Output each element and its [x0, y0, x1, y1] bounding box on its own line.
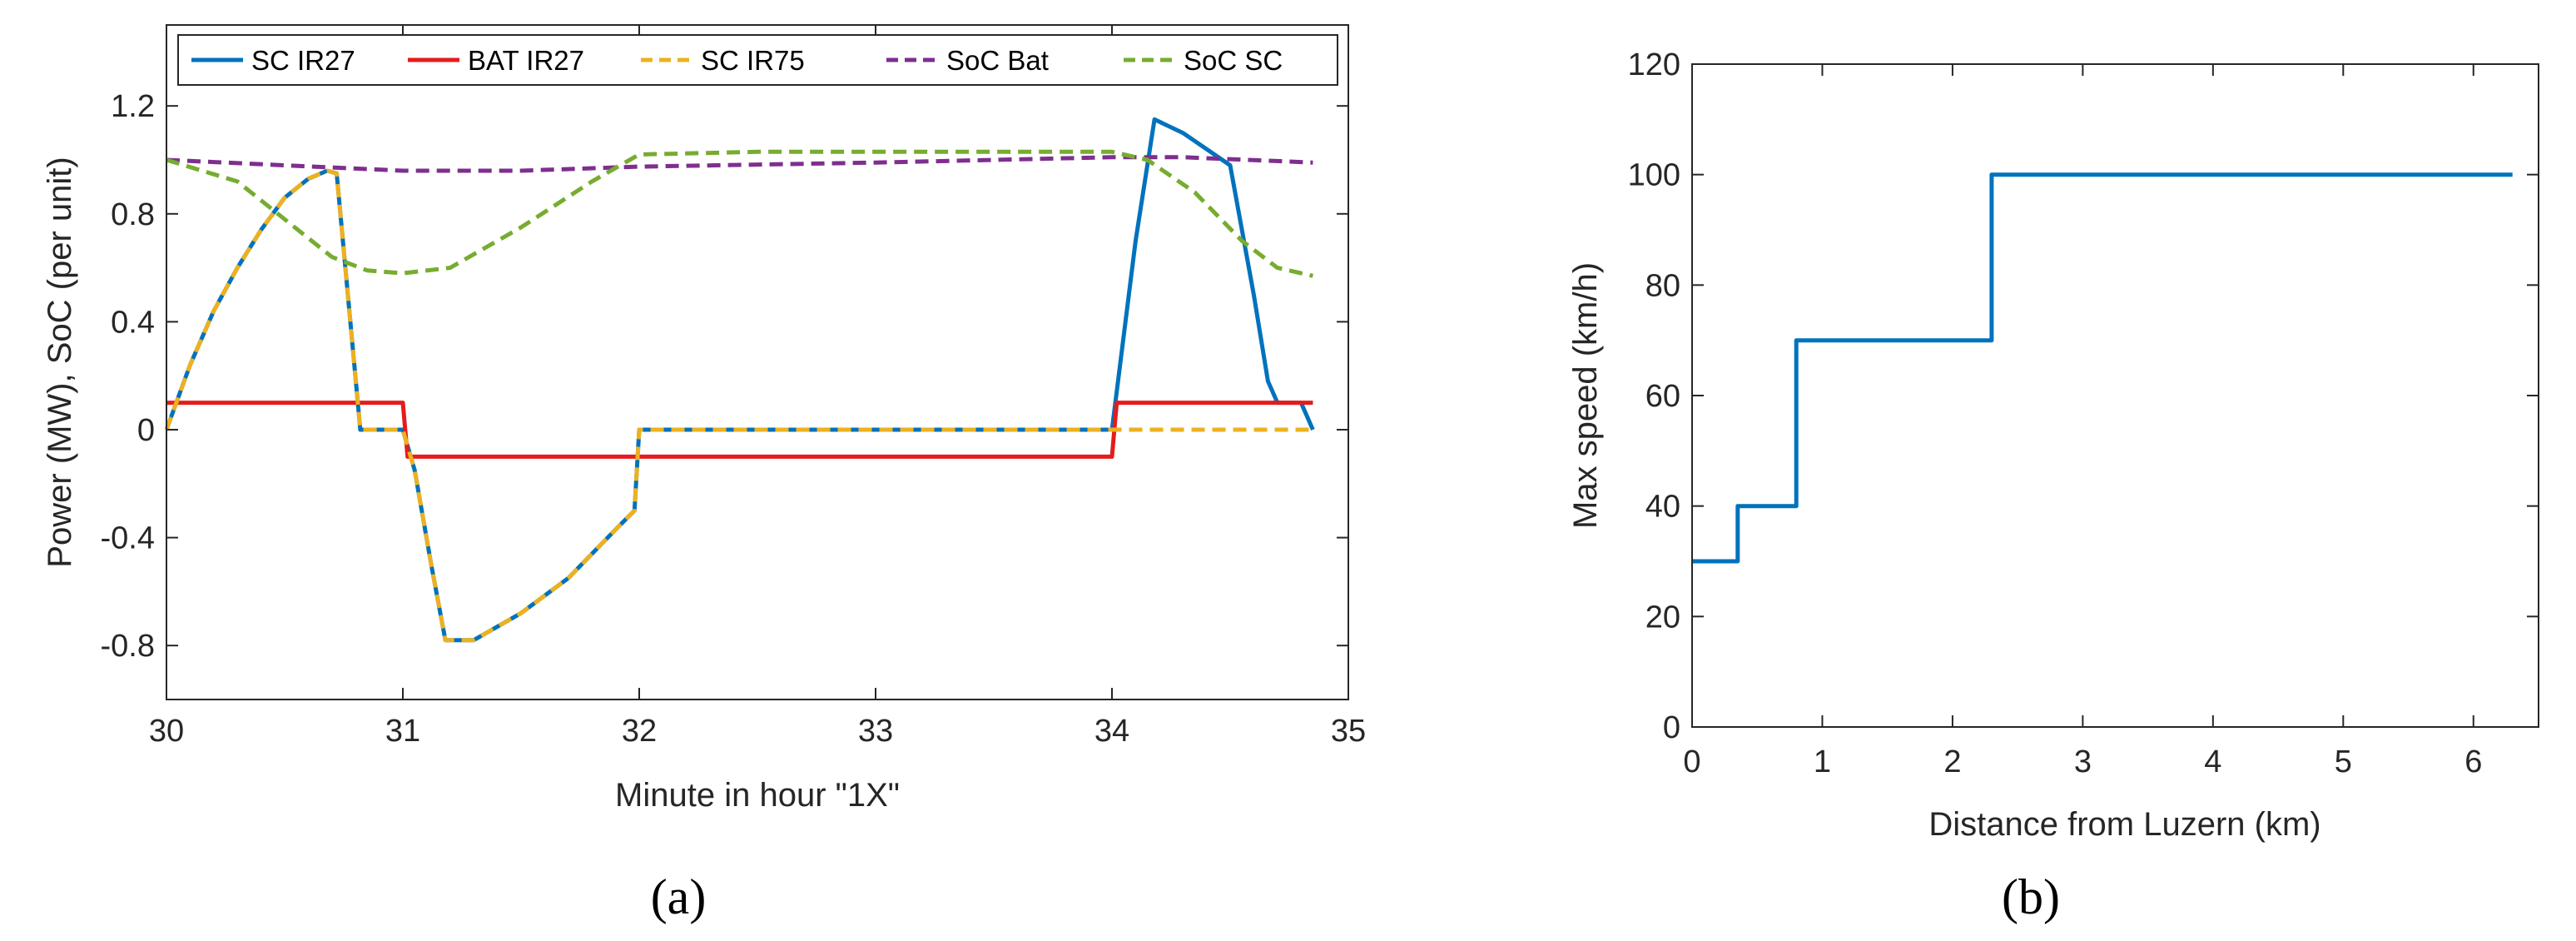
- series-sc-ir75-line: [164, 168, 1313, 643]
- chart-a-y-axis-label: Power (MW), SoC (per unit): [42, 157, 78, 567]
- chart-a-x-tick-label: 35: [1331, 714, 1366, 749]
- chart-a-x-ticks: 30 31 32 33 34 35: [149, 25, 1366, 749]
- chart-b-x-tick-label: 2: [1943, 744, 1961, 779]
- chart-a-x-tick-label: 33: [858, 714, 893, 749]
- chart-a-x-axis-label: Minute in hour "1X": [615, 777, 900, 814]
- chart-b-y-tick-label: 60: [1645, 379, 1680, 414]
- chart-a-series-group: [164, 117, 1315, 643]
- chart-b-x-tick-label: 1: [1814, 744, 1831, 779]
- chart-a-x-tick-label: 30: [149, 714, 184, 749]
- chart-b-x-tick-label: 6: [2464, 744, 2482, 779]
- chart-a-legend-items: SC IR27 BAT IR27 SC IR75 SoC Bat SoC SC: [191, 45, 1283, 76]
- chart-a-axes-box: [166, 24, 1349, 700]
- panel-b-label: (b): [2002, 869, 2060, 924]
- chart-b-y-tick-label: 20: [1645, 600, 1680, 635]
- chart-a-y-ticks: -0.8 -0.4 0 0.4 0.8 1.2: [101, 89, 1348, 664]
- panel-a-label: (a): [651, 869, 707, 924]
- chart-a-y-tick-label: 0.4: [111, 305, 155, 340]
- chart-b-y-tick-label: 120: [1628, 47, 1680, 82]
- chart-a-y-tick-label: -0.8: [101, 629, 155, 664]
- series-max-speed-line: [1692, 172, 2513, 564]
- chart-a-x-tick-label: 31: [385, 714, 420, 749]
- chart-b-x-tick-label: 3: [2074, 744, 2092, 779]
- chart-b-y-ticks: 0 20 40 60 80 100 120: [1628, 47, 2539, 745]
- series-soc-sc-line: [166, 149, 1313, 278]
- chart-b: 0 1 2 3 4 5 6 0 20 40 60 80 100 120 Distance from Lu…: [1567, 47, 2539, 843]
- chart-a-legend: SC IR27 BAT IR27 SC IR75 SoC Bat SoC SC: [177, 34, 1338, 86]
- legend-label-soc-sc: SoC SC: [1184, 45, 1283, 76]
- chart-b-x-tick-label: 5: [2335, 744, 2352, 779]
- legend-label-bat-ir27: BAT IR27: [468, 45, 584, 76]
- chart-b-series-group: [1692, 172, 2513, 564]
- chart-b-x-ticks: 0 1 2 3 4 5 6: [1683, 64, 2482, 779]
- legend-label-sc-ir75: SC IR75: [701, 45, 805, 76]
- chart-b-y-tick-label: 40: [1645, 490, 1680, 525]
- chart-b-y-axis-label: Max speed (km/h): [1567, 262, 1604, 529]
- chart-a-y-tick-label: -0.4: [101, 521, 155, 556]
- chart-b-x-tick-label: 0: [1683, 744, 1700, 779]
- chart-b-x-axis-label: Distance from Luzern (km): [1928, 806, 2320, 843]
- chart-b-y-tick-label: 80: [1645, 268, 1680, 303]
- chart-a: 30 31 32 33 34 35 -0.8 -0.4 0 0.4 0.8 1.2 Minute i…: [42, 24, 1366, 814]
- chart-b-y-tick-label: 100: [1628, 158, 1680, 193]
- chart-b-plot-area: [1692, 64, 2539, 727]
- legend-label-sc-ir27: SC IR27: [251, 45, 355, 76]
- chart-b-y-tick-label: 0: [1663, 710, 1680, 745]
- series-soc-bat-line: [166, 155, 1313, 173]
- chart-b-x-tick-label: 4: [2204, 744, 2221, 779]
- chart-a-x-tick-label: 34: [1094, 714, 1129, 749]
- legend-label-soc-bat: SoC Bat: [946, 45, 1049, 76]
- chart-a-y-tick-label: 0: [137, 413, 155, 448]
- series-bat-ir27-line: [166, 401, 1313, 459]
- chart-a-y-tick-label: 1.2: [111, 89, 155, 124]
- chart-a-y-tick-label: 0.8: [111, 197, 155, 232]
- chart-a-x-tick-label: 32: [622, 714, 657, 749]
